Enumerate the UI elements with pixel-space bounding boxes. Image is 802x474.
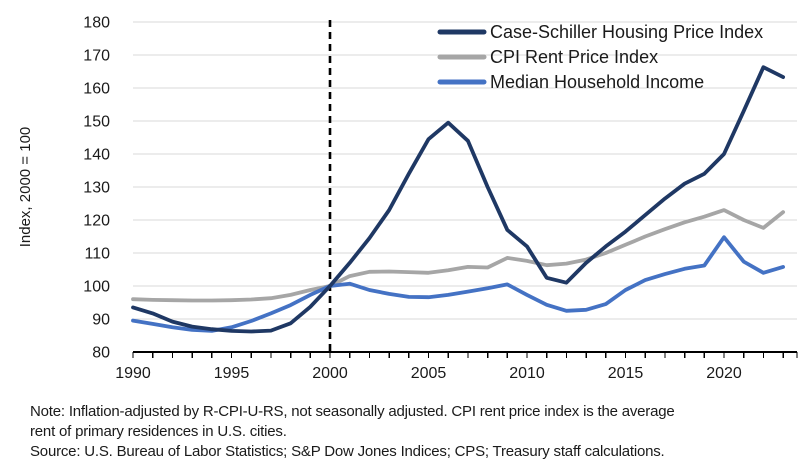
legend-label-case-schiller-housing-price-index: Case-Schiller Housing Price Index <box>490 22 763 42</box>
legend-item-case-schiller-housing-price-index: Case-Schiller Housing Price Index <box>437 22 763 42</box>
series-line-median-household-income <box>131 235 785 333</box>
x-axis <box>132 351 798 358</box>
legend-item-cpi-rent-price-index: CPI Rent Price Index <box>437 47 658 67</box>
x-tick-label-2010: 2010 <box>509 365 545 382</box>
y-tick-label-80: 80 <box>92 345 110 362</box>
y-tick-label-170: 170 <box>83 48 110 65</box>
y-tick-label-100: 100 <box>83 279 110 296</box>
legend-label-median-household-income: Median Household Income <box>490 72 704 92</box>
line-chart-svg: 80 90 100 110 120 130 140 150 160 170 180 1990 1995 2… <box>17 15 798 382</box>
chart-note-line-1: Note: Inflation-adjusted by R-CPI-U-RS, … <box>30 403 675 420</box>
x-tick-label-2000: 2000 <box>312 365 348 382</box>
x-tick-label-1995: 1995 <box>214 365 250 382</box>
legend: Case-Schiller Housing Price Index CPI Ren… <box>437 22 763 92</box>
y-tick-label-180: 180 <box>83 15 110 32</box>
x-tick-label-2015: 2015 <box>608 365 644 382</box>
chart-footnotes: Note: Inflation-adjusted by R-CPI-U-RS, … <box>30 402 802 462</box>
series-line-case-schiller-housing-price-index <box>131 65 785 334</box>
y-tick-label-90: 90 <box>92 312 110 329</box>
chart-note-line-2: rent of primary residences in U.S. citie… <box>30 423 287 440</box>
y-axis-title: Index, 2000 = 100 <box>17 127 34 248</box>
x-tick-label-1990: 1990 <box>115 365 151 382</box>
x-tick-label-2020: 2020 <box>706 365 742 382</box>
legend-label-cpi-rent-price-index: CPI Rent Price Index <box>490 47 658 67</box>
y-tick-label-130: 130 <box>83 180 110 197</box>
x-tick-label-2005: 2005 <box>411 365 447 382</box>
y-tick-label-120: 120 <box>83 213 110 230</box>
y-tick-labels: 80 90 100 110 120 130 140 150 160 170 180 <box>83 15 110 362</box>
chart-source: Source: U.S. Bureau of Labor Statistics;… <box>30 443 665 460</box>
series-line-cpi-rent-price-index <box>131 208 785 303</box>
y-tick-label-140: 140 <box>83 147 110 164</box>
y-tick-label-150: 150 <box>83 114 110 131</box>
x-tick-labels: 1990 1995 2000 2005 2010 2015 2020 <box>115 365 742 382</box>
y-tick-label-110: 110 <box>84 246 110 263</box>
gridlines <box>133 21 797 320</box>
y-tick-label-160: 160 <box>83 81 110 98</box>
legend-item-median-household-income: Median Household Income <box>437 72 704 92</box>
series-lines <box>131 65 785 334</box>
